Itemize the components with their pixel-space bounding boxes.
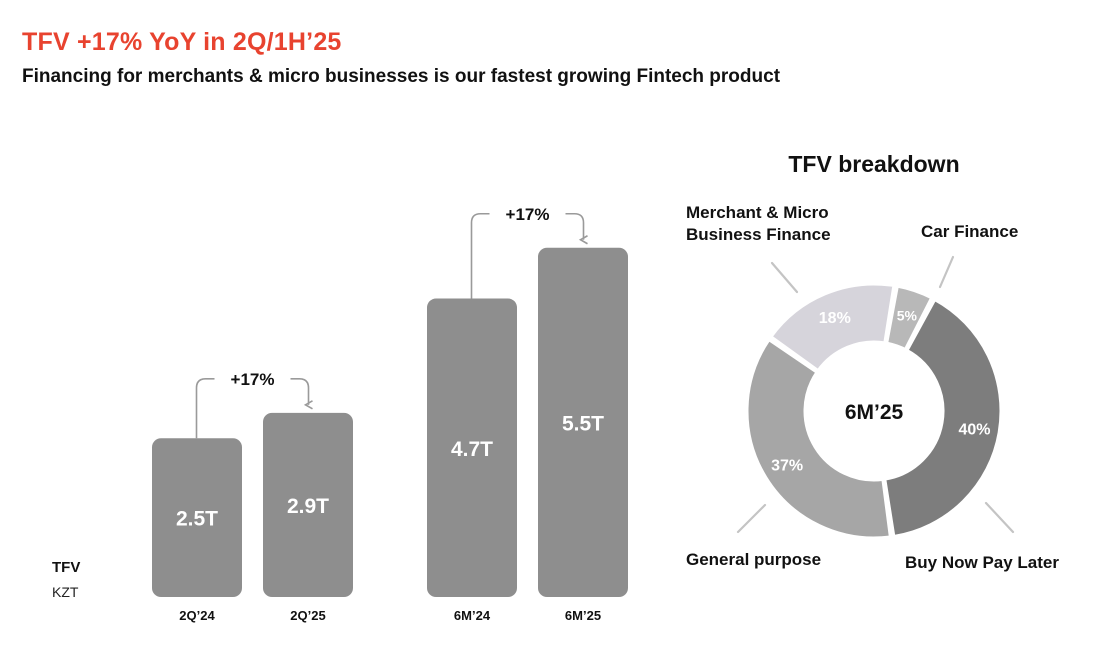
leader-line-car — [938, 255, 955, 289]
bar-q-1 — [263, 412, 353, 597]
slice-name-merchant: Merchant & Micro Business Finance — [686, 203, 831, 244]
donut-chart: 18% 5% 40% 37% 6M’25 — [736, 255, 1015, 540]
growth-label-h: +17% — [506, 205, 550, 224]
growth-label-q: +17% — [231, 370, 275, 389]
donut-slice-car — [885, 284, 934, 352]
bar-value-label-q-1: 2.9T — [287, 495, 329, 518]
slice-name-general: General purpose — [686, 550, 822, 569]
page-title: TFV +17% YoY in 2Q/1H’25 — [22, 28, 342, 56]
category-label-h-1: 6M’25 — [565, 608, 601, 623]
page-subtitle: Financing for merchants & micro business… — [22, 66, 781, 87]
leader-line-bnpl — [984, 501, 1015, 534]
category-label-q-0: 2Q’24 — [179, 608, 215, 623]
leader-line-merchant — [770, 261, 799, 294]
growth-bracket-right-q — [290, 378, 313, 410]
donut-slice-label-bnpl: 40% — [958, 421, 990, 438]
growth-bracket-left-h — [470, 212, 490, 299]
metric-name: TFV — [52, 559, 81, 576]
bar-value-label-h-0: 4.7T — [451, 438, 493, 461]
donut-slice-label-car: 5% — [897, 307, 918, 323]
donut-slice-label-general: 37% — [771, 457, 803, 474]
category-label-h-0: 6M’24 — [454, 608, 491, 623]
category-label-q-1: 2Q’25 — [290, 608, 325, 623]
slice-name-bnpl: Buy Now Pay Later — [905, 553, 1059, 572]
donut-slice-bnpl — [883, 297, 1003, 538]
slice-name-car: Car Finance — [921, 222, 1019, 241]
bar-value-label-h-1: 5.5T — [562, 412, 604, 435]
growth-bracket-right-h — [565, 212, 588, 245]
donut-slice-general — [745, 338, 892, 540]
bar-q-0 — [152, 438, 242, 597]
bar-h-0 — [427, 298, 517, 597]
bar-h-1 — [538, 247, 628, 597]
bar-charts: 2.5T 2Q’24 2.9T 2Q’25 +17% 4.7T 6M’24 5.5T 6M’25… — [152, 205, 628, 623]
growth-bracket-left-q — [195, 378, 215, 439]
leader-line-general — [736, 503, 767, 534]
donut-center-label: 6M’25 — [845, 401, 904, 424]
donut-slice-merchant — [769, 282, 896, 373]
donut-slice-label-merchant: 18% — [819, 310, 851, 327]
donut-title: TFV breakdown — [788, 151, 960, 177]
metric-unit: KZT — [52, 584, 79, 600]
bar-value-label-q-0: 2.5T — [176, 508, 218, 531]
